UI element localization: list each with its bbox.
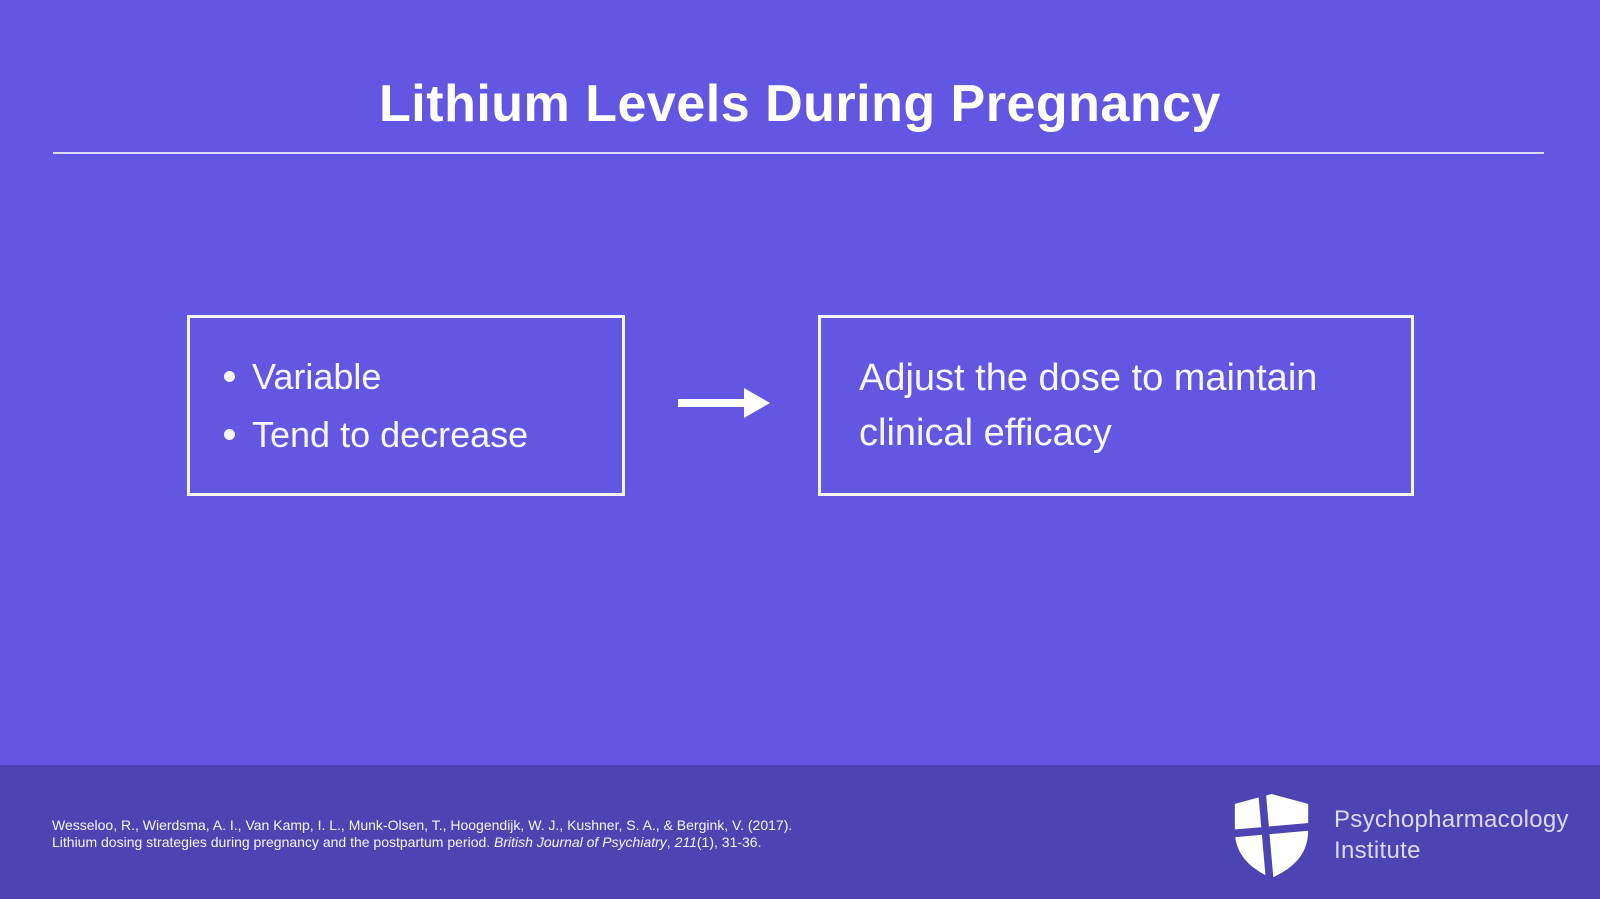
footer: Wesseloo, R., Wierdsma, A. I., Van Kamp,… <box>0 765 1600 899</box>
bullet-icon <box>224 371 235 382</box>
lithium-levels-box: Variable Tend to decrease <box>187 315 625 496</box>
bullet-text: Variable <box>252 355 382 397</box>
logo-line-2: Institute <box>1334 837 1421 864</box>
citation-text: Lithium dosing strategies during pregnan… <box>52 834 495 850</box>
arrow-right-icon <box>678 387 770 419</box>
citation-text: , <box>666 834 675 850</box>
citation-journal: British Journal of Psychiatry <box>494 834 667 850</box>
logo-wordmark: Psychopharmacology Institute <box>1334 804 1569 866</box>
citation-text: (1), 31-36. <box>696 834 762 850</box>
list-item: Tend to decrease <box>224 406 622 464</box>
bullet-text: Tend to decrease <box>252 413 529 455</box>
logo-line-1: Psychopharmacology <box>1334 806 1569 833</box>
citation-line-2: Lithium dosing strategies during pregnan… <box>52 834 792 851</box>
adjust-dose-text: Adjust the dose to maintain clinical eff… <box>859 356 1318 454</box>
bullet-icon <box>224 429 235 440</box>
list-item: Variable <box>224 348 622 406</box>
page-title: Lithium Levels During Pregnancy <box>379 75 1221 133</box>
shield-cross-icon <box>1233 794 1310 878</box>
logo: Psychopharmacology Institute <box>1233 794 1569 878</box>
citation-line-1: Wesseloo, R., Wierdsma, A. I., Van Kamp,… <box>52 817 793 833</box>
citation: Wesseloo, R., Wierdsma, A. I., Van Kamp,… <box>52 817 792 851</box>
citation-volume: 211 <box>674 834 697 850</box>
adjust-dose-box: Adjust the dose to maintain clinical eff… <box>818 315 1414 496</box>
title-divider <box>53 152 1544 154</box>
